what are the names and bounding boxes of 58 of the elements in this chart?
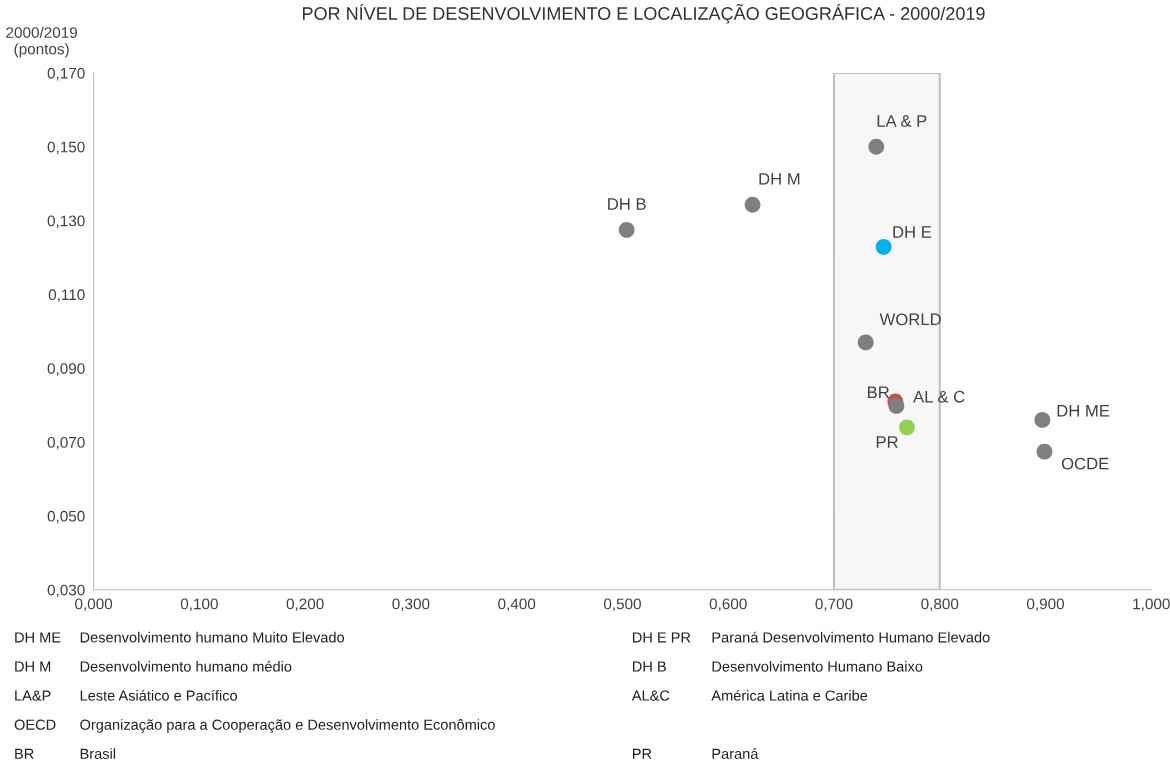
x-tick-label: 0,700 (815, 598, 853, 612)
text: LA&P (15, 690, 51, 701)
annotation: BR (867, 386, 889, 399)
text: PR (633, 748, 652, 759)
text: OECD (14, 719, 56, 730)
y-tick-label: 0,130 (47, 215, 85, 229)
point (857, 334, 874, 351)
point (868, 138, 885, 155)
y-tick-label: 0,110 (48, 289, 85, 302)
y-tick-label: 0,030 (47, 584, 85, 598)
text: Paraná (712, 748, 759, 759)
text: Desenvolvimento humano Muito Elevado (80, 631, 345, 643)
x-tick-label: 0,100 (180, 598, 218, 612)
y-tick-label: 0,090 (47, 363, 85, 376)
x-tick-label: 0,200 (286, 598, 324, 612)
point (899, 419, 915, 436)
y-tick-label: 0,170 (47, 67, 85, 81)
text: DH M (15, 661, 51, 672)
text: Desenvolvimento Humano Baixo (712, 660, 923, 672)
chart-title: POR NÍVEL DE DESENVOLVIMENTO E LOCALIZAÇÃO GEOGRÁFICA - 2000/2019 (302, 3, 985, 24)
x-tick-label: 0,600 (709, 598, 747, 612)
y-tick-label: 0,070 (47, 436, 85, 450)
annotation: DH E (893, 226, 932, 238)
y-tick-label: 0,050 (47, 510, 85, 524)
text: DH E PR (633, 632, 691, 643)
point (1036, 443, 1053, 460)
text: Desenvolvimento humano médio (80, 660, 292, 672)
y-tick-label: 0,150 (47, 141, 85, 155)
point (875, 238, 892, 255)
text: América Latina e Caribe (711, 689, 868, 701)
x-tick-label: 1,000 (1133, 598, 1170, 612)
x-tick-label: 0,000 (75, 598, 113, 612)
point (744, 196, 761, 213)
annotation: WORLD (879, 313, 941, 326)
x-tick-label: 0,300 (392, 598, 430, 612)
text: DH ME (15, 632, 61, 643)
x-tick-label: 0,500 (603, 598, 641, 612)
annotation: LA & P (877, 115, 927, 127)
text: Brasil (80, 748, 116, 759)
text: BR (15, 748, 34, 759)
text: DH B (633, 661, 666, 672)
x-tick-label: 0,800 (921, 598, 959, 612)
point (888, 398, 905, 414)
annotation: DH ME (1057, 405, 1110, 417)
annotation: DH B (608, 198, 646, 210)
annotation: DH M (759, 173, 800, 185)
annotation: AL & C (913, 390, 965, 403)
point (618, 221, 635, 238)
point (1034, 412, 1051, 428)
text: Leste Asiático e Pacífico (80, 689, 238, 701)
x-tick-label: 0,400 (498, 598, 536, 612)
annotation: PR (876, 436, 898, 448)
text: Paraná Desenvolvimento Humano Elevado (712, 631, 990, 643)
x-tick-label: 0,900 (1026, 598, 1065, 612)
text: AL&C (631, 690, 670, 701)
text: Organização para a Cooperação e Desenvolvimento Econômico (80, 719, 495, 733)
y-axis-title: 2000/2019 (pontos) (6, 26, 78, 58)
annotation: OCDE (1061, 457, 1109, 470)
